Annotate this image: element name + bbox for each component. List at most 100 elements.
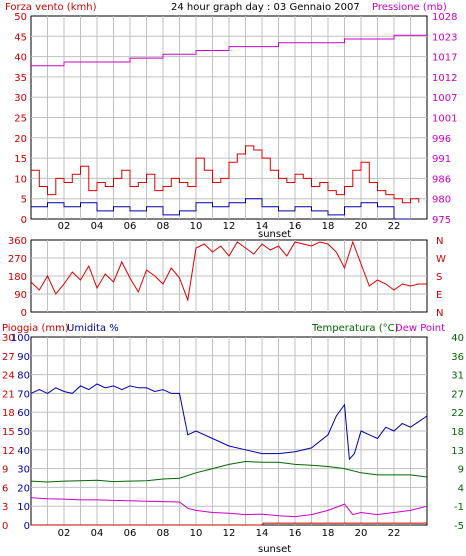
tick-label: 70 (17, 389, 30, 400)
tick-label: 1017 (432, 53, 457, 64)
wind-axis-title: Forza vento (kmh) (5, 2, 97, 13)
x-tick-label: 02 (58, 528, 71, 539)
tick-label: 10 (17, 502, 30, 513)
tick-label: 50 (17, 427, 30, 438)
chart-title: 24 hour graph day : 03 Gennaio 2007 (171, 2, 360, 13)
tick-label: 25 (14, 114, 27, 125)
humidity-line (30, 383, 428, 461)
tick-label: 1028 (432, 12, 457, 23)
tick-label: 40 (451, 333, 464, 344)
wind-speed-tick-labels: 0 5 10 15 20 25 30 35 40 45 50 (14, 12, 27, 226)
tick-label: 45 (14, 32, 27, 43)
tick-label: 13 (451, 446, 464, 457)
wind-direction-grid (31, 240, 427, 312)
x-tick-label: 10 (190, 528, 203, 539)
x-tick-label: 04 (91, 221, 104, 232)
tick-label: 15 (14, 154, 27, 165)
tick-label: 1023 (432, 32, 457, 43)
tick-label: 1001 (432, 114, 457, 125)
humidity-tick-labels: 0 10 20 30 40 50 60 70 80 90 100 (11, 333, 30, 532)
tick-label: 986 (432, 174, 451, 185)
tick-label: 20 (17, 483, 30, 494)
rain-temp-series (30, 383, 428, 526)
x-tick-label: 14 (256, 221, 269, 232)
rain-line (31, 522, 427, 526)
x-tick-label: 12 (223, 528, 236, 539)
tick-label: 30 (2, 333, 15, 344)
dewpoint-axis-title: Dew Point (395, 323, 445, 334)
x-axis-labels-bottom: 02 04 06 08 10 12 14 16 18 20 22 (58, 528, 401, 539)
wind-direction-series (30, 240, 427, 302)
tick-label: 60 (17, 408, 30, 419)
tick-label: 991 (432, 154, 451, 165)
tick-label: S (436, 272, 442, 283)
tick-label: 3 (2, 502, 8, 513)
pressure-axis-title: Pressione (mb) (372, 2, 447, 13)
temperature-tick-labels: -5 -1 4 9 13 18 22 27 31 36 40 (451, 333, 464, 532)
tick-label: 10 (14, 174, 27, 185)
x-tick-label: 18 (322, 528, 335, 539)
pressure-line (31, 34, 427, 67)
tick-label: 20 (14, 134, 27, 145)
x-tick-label: 14 (256, 528, 269, 539)
tick-label: 270 (8, 254, 27, 265)
x-tick-label: 22 (388, 528, 401, 539)
tick-label: 90 (17, 352, 30, 363)
tick-label: 27 (451, 389, 464, 400)
tick-label: 36 (451, 352, 464, 363)
tick-label: 31 (451, 371, 464, 382)
x-tick-label: 06 (124, 528, 137, 539)
tick-label: 1007 (432, 93, 457, 104)
tick-label: 27 (2, 352, 15, 363)
x-tick-label: 12 (223, 221, 236, 232)
tick-label: 40 (17, 446, 30, 457)
pressure-tick-labels: 975 980 986 991 996 1001 1007 1012 1017 1023 1028 (432, 12, 457, 226)
tick-label: 30 (14, 93, 27, 104)
tick-label: 5 (21, 195, 27, 206)
tick-label: N (436, 236, 443, 247)
x-tick-label: 08 (157, 528, 170, 539)
dewpoint-line (30, 497, 428, 518)
tick-label: -1 (454, 502, 464, 513)
rain-axis-title: Pioggia (mm) (2, 323, 69, 334)
tick-label: 0 (21, 308, 27, 319)
tick-label: 9 (458, 465, 464, 476)
x-tick-label: 16 (289, 221, 302, 232)
temperature-axis-title: Temperatura (°C) (311, 323, 399, 334)
temperature-line (30, 460, 428, 483)
tick-label: 0 (24, 521, 30, 532)
tick-label: 9 (2, 465, 8, 476)
x-tick-label: 20 (355, 221, 368, 232)
tick-label: 100 (11, 333, 30, 344)
humidity-axis-title: Umidita % (67, 323, 119, 334)
x-tick-label: 20 (355, 528, 368, 539)
tick-label: -5 (454, 521, 464, 532)
sunset-label-top: sunset (258, 229, 291, 240)
tick-label: 0 (2, 521, 8, 532)
x-tick-label: 02 (58, 221, 71, 232)
wind-low-line (31, 198, 411, 220)
x-tick-label: 22 (388, 221, 401, 232)
sunset-label-bottom: sunset (258, 544, 291, 555)
tick-label: 24 (2, 371, 15, 382)
tick-label: 15 (2, 427, 15, 438)
direction-tick-labels: 0 90 180 270 360 (8, 236, 27, 319)
tick-label: 30 (17, 465, 30, 476)
tick-label: E (436, 290, 442, 301)
tick-label: 1012 (432, 73, 457, 84)
x-axis-labels-top: 02 04 06 08 10 12 14 16 18 20 22 (58, 221, 401, 232)
tick-label: 360 (8, 236, 27, 247)
tick-label: 180 (8, 272, 27, 283)
tick-label: 40 (14, 53, 27, 64)
tick-label: 996 (432, 134, 451, 145)
tick-label: 21 (2, 389, 15, 400)
tick-label: 18 (451, 427, 464, 438)
wind-speed-line (31, 145, 420, 204)
x-tick-label: 16 (289, 528, 302, 539)
tick-label: W (436, 254, 446, 265)
rain-temp-grid (31, 337, 427, 525)
tick-label: N (436, 308, 443, 319)
x-tick-label: 10 (190, 221, 203, 232)
tick-label: 90 (14, 290, 27, 301)
